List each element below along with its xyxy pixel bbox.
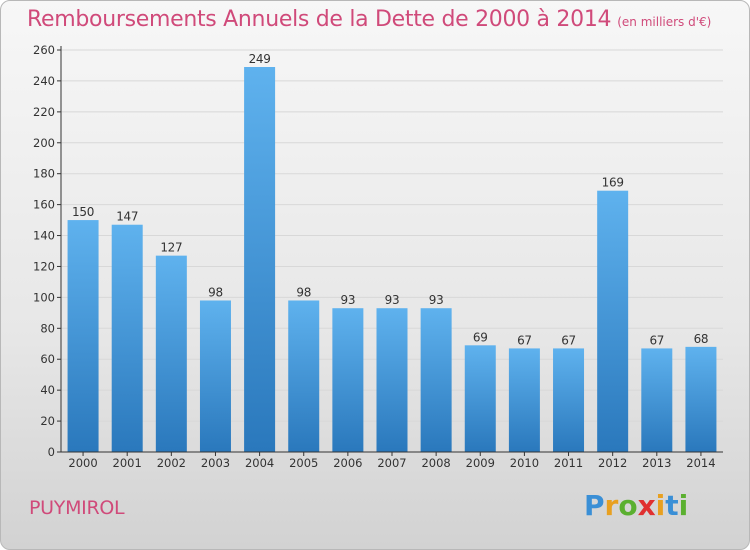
y-tick-label: 200	[33, 136, 55, 150]
bar-2007	[376, 308, 408, 452]
y-tick-label: 260	[33, 43, 55, 57]
x-tick-label: 2011	[554, 456, 583, 470]
x-tick-label: 2010	[510, 456, 539, 470]
data-label: 67	[561, 333, 576, 347]
chart-title-text: Remboursements Annuels de la Dette de 20…	[27, 7, 612, 32]
data-label: 127	[160, 241, 182, 255]
x-tick-label: 2012	[598, 456, 627, 470]
logo-letter: o	[618, 489, 638, 522]
bar-2011	[553, 348, 585, 452]
y-tick-label: 60	[40, 352, 55, 366]
data-labels: 150 147 127 98 249 98 93 93 93 69 67 67 169 67 68	[72, 52, 709, 347]
data-label: 69	[473, 330, 488, 344]
data-label: 93	[341, 293, 356, 307]
bar-2001	[111, 224, 143, 452]
x-tick-label: 2000	[68, 456, 97, 470]
bar-2012	[597, 190, 629, 452]
y-tick-label: 120	[33, 259, 55, 273]
y-tick-label: 160	[33, 198, 55, 212]
x-tick-label: 2006	[333, 456, 362, 470]
logo-letter: P	[584, 489, 605, 522]
x-tick-label: 2003	[201, 456, 230, 470]
y-tick-label: 20	[40, 414, 55, 428]
y-tick-label: 80	[40, 321, 55, 335]
y-tick-label: 100	[33, 290, 55, 304]
x-tick-label: 2005	[289, 456, 318, 470]
bars	[67, 67, 717, 452]
chart-title: Remboursements Annuels de la Dette de 20…	[27, 7, 711, 32]
data-label: 67	[517, 333, 532, 347]
y-tick-label: 180	[33, 167, 55, 181]
x-tick-label: 2009	[466, 456, 495, 470]
bar-2014	[685, 346, 717, 452]
bar-2002	[155, 255, 187, 452]
x-tick-label: 2014	[686, 456, 715, 470]
y-tick-label: 220	[33, 105, 55, 119]
x-tick-label: 2001	[113, 456, 142, 470]
data-label: 67	[649, 333, 664, 347]
logo-letter: i	[655, 489, 666, 522]
x-tick-label: 2004	[245, 456, 274, 470]
data-label: 93	[385, 293, 400, 307]
bar-2013	[641, 348, 673, 452]
y-tick-label: 240	[33, 74, 55, 88]
bar-2000	[67, 220, 99, 452]
bar-2009	[464, 345, 496, 452]
bar-2006	[332, 308, 364, 452]
bar-2008	[420, 308, 452, 452]
axes: 0 20 40 60 80 100 120 140 160 180 200 220 240 260 2000…	[33, 43, 723, 470]
data-label: 98	[208, 285, 223, 299]
y-tick-label: 0	[48, 445, 55, 459]
logo-letter: r	[604, 489, 619, 522]
y-tick-label: 140	[33, 229, 55, 243]
data-label: 93	[429, 293, 444, 307]
logo-letter: i	[678, 489, 689, 522]
x-tick-label: 2013	[642, 456, 671, 470]
x-tick-label: 2002	[157, 456, 186, 470]
data-label: 68	[694, 332, 709, 346]
data-label: 249	[249, 52, 271, 66]
x-tick-label: 2008	[421, 456, 450, 470]
x-tick-label: 2007	[377, 456, 406, 470]
logo-letter: x	[637, 489, 656, 522]
y-tick-label: 40	[40, 383, 55, 397]
bar-2005	[288, 300, 320, 452]
data-label: 150	[72, 205, 94, 219]
bar-2010	[508, 348, 540, 452]
chart-subtitle: (en milliers d'€)	[617, 15, 712, 29]
bar-2003	[199, 300, 231, 452]
data-label: 147	[116, 210, 138, 224]
commune-name: PUYMIROL	[29, 497, 125, 519]
data-label: 98	[296, 285, 311, 299]
logo-letter: t	[665, 489, 679, 522]
proxiti-logo: Proxiti	[584, 489, 688, 522]
data-label: 169	[602, 176, 624, 190]
bar-2004	[244, 67, 276, 452]
